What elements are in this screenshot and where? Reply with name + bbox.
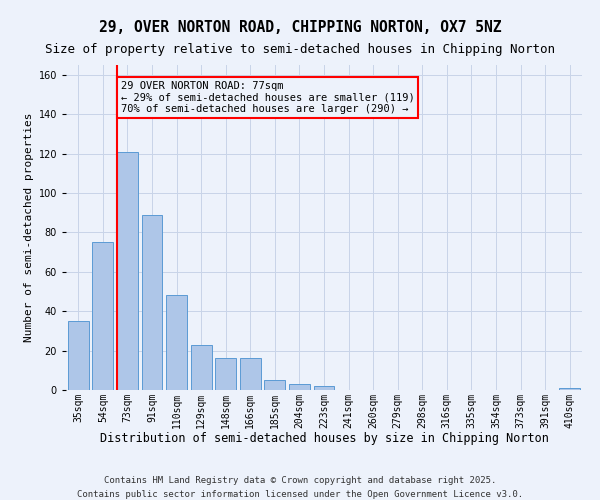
Bar [92,242,113,390]
Text: 29, OVER NORTON ROAD, CHIPPING NORTON, OX7 5NZ: 29, OVER NORTON ROAD, CHIPPING NORTON, O… [99,20,501,35]
Text: Size of property relative to semi-detached houses in Chipping Norton: Size of property relative to semi-detach… [45,42,555,56]
Bar [559,388,580,390]
Text: 29 OVER NORTON ROAD: 77sqm
← 29% of semi-detached houses are smaller (119)
70% o: 29 OVER NORTON ROAD: 77sqm ← 29% of semi… [121,81,415,114]
Text: Contains HM Land Registry data © Crown copyright and database right 2025.: Contains HM Land Registry data © Crown c… [104,476,496,485]
X-axis label: Distribution of semi-detached houses by size in Chipping Norton: Distribution of semi-detached houses by … [100,432,548,445]
Bar [314,386,334,390]
Bar [240,358,261,390]
Bar [117,152,138,390]
Bar [166,296,187,390]
Bar [191,344,212,390]
Bar [289,384,310,390]
Bar [142,214,163,390]
Bar [265,380,286,390]
Text: Contains public sector information licensed under the Open Government Licence v3: Contains public sector information licen… [77,490,523,499]
Y-axis label: Number of semi-detached properties: Number of semi-detached properties [25,113,34,342]
Bar [68,321,89,390]
Bar [215,358,236,390]
